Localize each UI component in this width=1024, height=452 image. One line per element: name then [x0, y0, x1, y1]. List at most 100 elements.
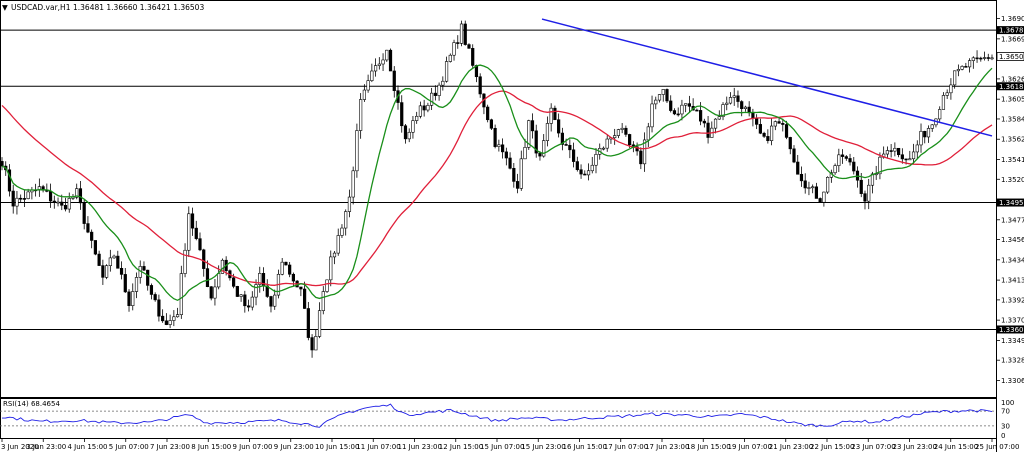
candle-body — [706, 122, 710, 138]
candle-body — [523, 147, 527, 160]
candle-body — [392, 70, 396, 91]
candle-body — [740, 101, 744, 109]
candle-body — [168, 320, 172, 325]
candle-body — [885, 150, 889, 155]
candle-body — [657, 94, 662, 101]
candle-body — [407, 131, 411, 140]
candle-body — [949, 84, 953, 94]
candle-body — [803, 180, 807, 189]
candle-body — [194, 227, 198, 239]
triangle-down-icon[interactable]: ▼ — [2, 3, 8, 12]
candle-body — [418, 105, 423, 117]
candle-body — [493, 127, 497, 147]
candle-body — [183, 249, 187, 274]
candle-body — [250, 296, 254, 308]
candle-body — [699, 110, 703, 122]
candle-body — [818, 198, 822, 203]
trendline[interactable] — [541, 18, 993, 137]
candle-body — [769, 125, 774, 141]
candle-body — [549, 107, 553, 124]
candle-body — [90, 231, 94, 241]
candle-body — [486, 106, 490, 121]
candle-body — [209, 286, 213, 299]
level-tag-label: 1.36187 — [999, 83, 1024, 91]
candle-body — [743, 106, 748, 109]
candle-body — [217, 273, 221, 288]
candle-body — [15, 197, 19, 207]
candle-body — [377, 63, 381, 66]
price-tick-label: 1.35840 — [1001, 115, 1024, 123]
candle-body — [190, 213, 195, 229]
candle-body — [303, 288, 307, 309]
candle-body — [702, 120, 706, 124]
candle-body — [235, 286, 239, 297]
candle-body — [373, 65, 378, 72]
candle-body — [542, 140, 546, 157]
candle-body — [205, 268, 210, 288]
price-tick-label: 1.35410 — [1001, 156, 1024, 164]
candle-body — [119, 267, 124, 275]
candle-body — [605, 138, 609, 149]
candle-body — [314, 336, 318, 351]
candle-body — [444, 61, 449, 82]
candle-body — [728, 97, 733, 104]
candle-body — [571, 149, 576, 162]
candle-body — [676, 113, 680, 116]
main-pane-frame — [0, 0, 997, 398]
time-tick-label: 10 Jun 15:00 — [315, 443, 359, 451]
candle-body — [258, 273, 262, 285]
candle-body — [329, 256, 333, 281]
time-tick-label: 15 Jun 23:00 — [521, 443, 565, 451]
candle-body — [97, 253, 101, 266]
candle-body — [781, 123, 785, 125]
candle-body — [198, 238, 202, 251]
candle-body — [67, 198, 71, 210]
time-tick-label: 23 Jun 07:00 — [851, 443, 895, 451]
time-tick-label: 3 Jun 23:00 — [26, 443, 66, 451]
candle-body — [512, 167, 516, 182]
candle-body — [347, 196, 352, 212]
candle-body — [736, 95, 740, 102]
candle-body — [26, 191, 30, 199]
candle-body — [381, 59, 385, 65]
candle-body — [661, 89, 665, 95]
horizontal-levels — [0, 29, 996, 330]
candle-body — [149, 285, 154, 295]
candle-body — [979, 57, 983, 60]
candle-body — [911, 151, 916, 160]
candle-body — [22, 198, 27, 200]
candle-body — [501, 144, 505, 153]
candle-body — [642, 139, 647, 165]
price-tick-label: 1.36690 — [1001, 35, 1024, 43]
candle-body — [956, 69, 960, 72]
candle-body — [519, 158, 523, 189]
candle-body — [545, 123, 550, 141]
candle-body — [202, 249, 206, 269]
price-tick-label: 1.34345 — [1001, 256, 1024, 264]
time-tick-label: 5 Jun 07:00 — [109, 443, 149, 451]
candle-body — [172, 316, 176, 321]
candle-body — [142, 266, 146, 271]
candle-body — [796, 161, 800, 175]
time-tick-label: 23 Jun 23:00 — [893, 443, 937, 451]
time-tick-label: 3 Jun 2020 — [1, 443, 39, 451]
candle-body — [0, 161, 4, 167]
candle-body — [463, 23, 467, 45]
candle-body — [52, 200, 56, 203]
candle-body — [725, 102, 729, 105]
price-tick-label: 1.35200 — [1001, 176, 1024, 184]
candle-body — [568, 144, 572, 151]
candle-body — [478, 76, 482, 95]
candle-body — [452, 42, 456, 56]
level-tag — [997, 82, 1024, 91]
candle-body — [131, 291, 135, 306]
level-tag-label: 1.33606 — [999, 326, 1024, 334]
candle-body — [71, 197, 75, 199]
candle-body — [134, 277, 139, 292]
candle-body — [751, 112, 755, 119]
candle-body — [355, 130, 359, 172]
candle-body — [975, 57, 979, 60]
